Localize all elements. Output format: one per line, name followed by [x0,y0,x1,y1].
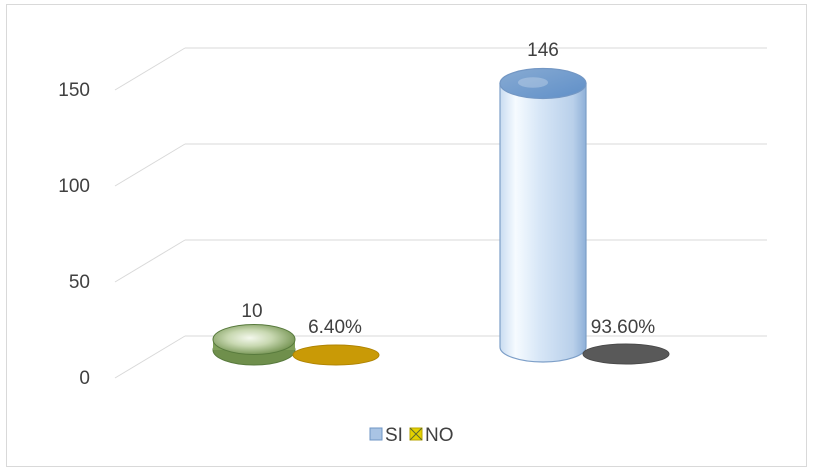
chart-frame [6,4,807,467]
legend-layer: SI NO [369,425,454,446]
si-point-1-highlight [517,77,549,88]
y-tick-label: 150 [58,80,90,101]
si-point-1-body [499,82,587,363]
tick-layer: 0 50 100 150 [58,80,90,389]
legend-no-label: NO [425,425,454,446]
data-label-no-0: 6.40% [308,317,362,338]
gridline-diagonal [114,47,186,91]
series-layer [212,67,670,366]
legend-si-label: SI [385,425,403,446]
grid-layer [114,47,767,379]
si-point-1 [499,67,587,363]
label-layer: 10 6.40% 146 93.60% [241,40,655,338]
legend-no-swatch-mark [409,427,423,441]
y-tick-label: 50 [69,272,90,293]
gridline-diagonal [114,239,186,283]
y-tick-label: 0 [79,368,90,389]
si-point-0-top [212,323,296,355]
si-point-1-top [499,67,587,100]
data-label-si-1: 146 [527,40,559,61]
data-label-no-1: 93.60% [591,317,656,338]
no-point-1 [582,343,670,365]
gridline-diagonal [114,335,186,379]
no-point-0 [292,344,380,366]
gridline-diagonal [114,143,186,187]
data-label-si-0: 10 [241,301,262,322]
legend-si-swatch [369,427,383,441]
y-tick-label: 100 [58,176,90,197]
